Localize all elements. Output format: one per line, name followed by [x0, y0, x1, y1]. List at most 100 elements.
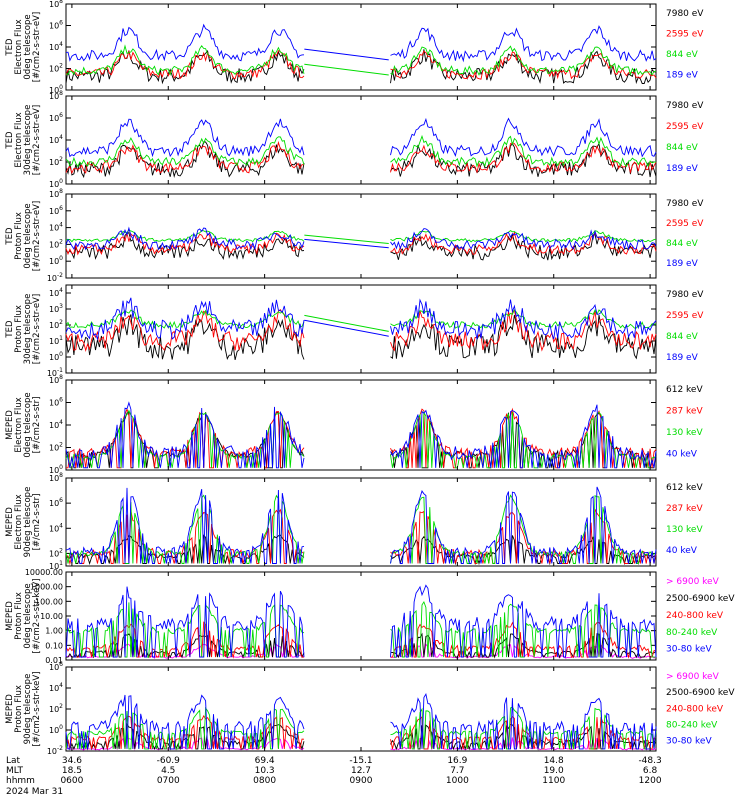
hhmm-row-label: hhmm — [6, 776, 35, 786]
x-tick-label-mlt: 19.0 — [544, 766, 564, 776]
y-axis-label: TED — [5, 227, 15, 246]
legend-entry: 2595 eV — [666, 311, 704, 321]
y-axis-label: 30deg telescope — [23, 105, 33, 176]
y-tick-label: 101 — [49, 560, 63, 571]
panel-3: 10-2 100 102 104 106 108 TED Proton Flux 0deg te… — [5, 188, 704, 283]
x-tick-label-lat: -15.1 — [349, 756, 372, 766]
x-tick-label-hhmm: 1100 — [542, 776, 565, 786]
y-axis-label: 90deg telescope — [23, 674, 33, 745]
y-tick-label: 108 — [49, 374, 63, 385]
legend-entry: 2500-6900 keV — [666, 594, 735, 604]
gap-connector — [304, 319, 389, 337]
legend-entry: 240-800 keV — [666, 611, 724, 621]
legend-entry: 2595 eV — [666, 29, 704, 39]
y-tick-label: 104 — [49, 222, 63, 233]
series-trace-4 — [65, 297, 657, 341]
legend-entry: 612 keV — [666, 385, 703, 395]
gap-connector — [304, 234, 389, 245]
legend-entry: 189 eV — [666, 259, 699, 269]
legend-entry: 844 eV — [666, 332, 699, 342]
legend-entry: 40 keV — [666, 546, 698, 556]
x-tick-label-hhmm: 1000 — [446, 776, 469, 786]
y-axis-label: Electron Flux — [14, 397, 24, 452]
series-trace-3 — [65, 44, 657, 76]
x-tick-label-hhmm: 0600 — [60, 776, 83, 786]
legend-entry: 240-800 keV — [666, 704, 724, 714]
series-trace-4 — [65, 23, 657, 63]
legend-entry: 612 keV — [666, 483, 703, 493]
y-tick-label: 10-1 — [47, 367, 63, 378]
y-tick-label: 100.00 — [35, 597, 63, 606]
y-tick-label: 101 — [49, 335, 63, 346]
y-axis-label: Electron Flux — [14, 112, 24, 167]
y-tick-label: 102 — [49, 547, 63, 558]
y-tick-label: 104 — [49, 134, 63, 145]
panel-7: 10000.00 1000.00 100.00 10.00 1.00 0.10 0.01 ME… — [5, 568, 735, 665]
lat-row-label: Lat — [6, 756, 21, 766]
legend-entry: 844 eV — [666, 50, 699, 60]
legend-entry: 80-240 keV — [666, 720, 718, 730]
y-tick-label: 106 — [49, 20, 63, 31]
y-tick-label: 102 — [49, 156, 63, 167]
legend-entry: 844 eV — [666, 239, 699, 249]
legend-entry: 844 eV — [666, 143, 699, 153]
y-axis-label: [#/cm2-s-str-eV] — [32, 294, 42, 364]
legend-entry: 80-240 keV — [666, 628, 718, 638]
x-tick-label-lat: -48.3 — [638, 756, 661, 766]
y-tick-label: 100 — [49, 351, 63, 362]
y-axis-label: [#/cm2-s-str] — [32, 397, 42, 454]
y-axis-label: [#/cm2-s-str-keV] — [32, 672, 42, 747]
panel-6: 101 102 104 106 108 MEPED Electron Flux 90deg t… — [5, 472, 703, 571]
y-axis-label: Electron Flux — [14, 494, 24, 549]
y-tick-label: 10-2 — [47, 272, 63, 283]
y-tick-label: 104 — [49, 41, 63, 52]
x-tick-label-hhmm: 1200 — [639, 776, 662, 786]
legend-entry: 189 eV — [666, 164, 699, 174]
y-tick-label: 10000.00 — [25, 568, 63, 577]
y-axis-label: [#/cm2-s-str-eV] — [32, 105, 42, 175]
legend-entry: 130 keV — [666, 525, 703, 535]
mlt-row-label: MLT — [6, 766, 24, 776]
gap-connector — [304, 238, 389, 249]
y-axis-label: 30deg telescope — [23, 294, 33, 365]
y-axis-label: 90deg telescope — [23, 487, 33, 558]
y-axis-label: 0deg telescope — [23, 14, 33, 79]
y-axis-label: TED — [5, 131, 15, 150]
y-tick-label: 104 — [49, 419, 63, 430]
legend-entry: 7980 eV — [666, 9, 704, 19]
y-tick-label: 0.01 — [45, 656, 63, 665]
y-tick-label: 108 — [49, 90, 63, 101]
y-axis-label: Proton Flux — [14, 685, 24, 733]
legend-entry: 40 keV — [666, 449, 698, 459]
y-tick-label: 1.00 — [45, 627, 63, 636]
y-tick-label: 100 — [49, 255, 63, 266]
panel-1: 100 102 104 106 108 TED Electron Flux 0deg tele… — [5, 0, 704, 95]
x-tick-label-mlt: 7.7 — [450, 766, 464, 776]
panel-frame — [65, 571, 657, 661]
x-tick-label-lat: 16.9 — [447, 756, 467, 766]
x-tick-label-mlt: 10.3 — [255, 766, 275, 776]
y-tick-label: 1000.00 — [30, 583, 63, 592]
panel-frame — [65, 284, 657, 374]
gap-connector — [304, 63, 389, 76]
y-tick-label: 106 — [49, 661, 63, 672]
x-tick-label-lat: -60.9 — [157, 756, 181, 766]
series-trace-4 — [65, 486, 657, 564]
y-axis-label: [#/cm2-s-str-eV] — [32, 201, 42, 271]
panel-5: 100 102 104 106 108 MEPED Electron Flux 0deg te… — [5, 374, 703, 475]
series-trace-4 — [65, 401, 657, 469]
x-tick-label-mlt: 4.5 — [161, 766, 175, 776]
legend-entry: > 6900 keV — [666, 577, 720, 587]
y-axis-label: Electron Flux — [14, 19, 24, 74]
legend-entry: 130 keV — [666, 428, 703, 438]
legend-entry: 287 keV — [666, 406, 703, 416]
y-axis-label: Proton Flux — [14, 592, 24, 640]
series-trace-5 — [65, 584, 657, 658]
legend-entry: 7980 eV — [666, 290, 704, 300]
legend-entry: 287 keV — [666, 504, 703, 514]
x-tick-label-mlt: 6.8 — [643, 766, 658, 776]
gap-connector — [304, 48, 389, 61]
